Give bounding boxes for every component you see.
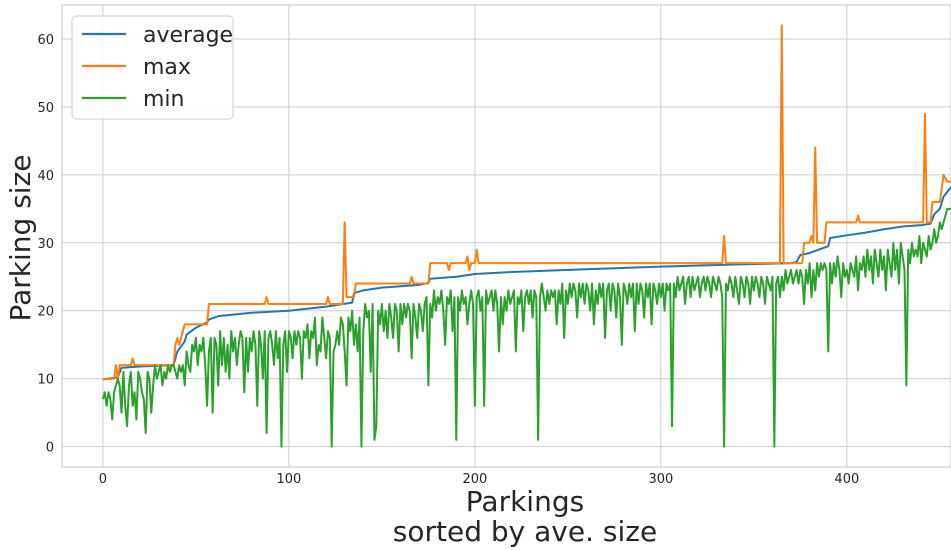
x-tick-label: 0 (99, 472, 107, 487)
series-line-average (102, 186, 951, 381)
legend-label-min: min (143, 87, 185, 112)
y-tick-label: 60 (37, 33, 54, 48)
x-axis-subtitle: sorted by ave. size (393, 515, 657, 548)
x-tick-label: 100 (276, 472, 301, 487)
x-tick-label: 400 (834, 472, 859, 487)
x-tick-labels: 0 100 200 300 400 (99, 472, 859, 487)
series-line-min (101, 207, 951, 448)
series-layer (101, 24, 951, 448)
legend-label-max: max (143, 55, 191, 80)
y-tick-label: 0 (46, 441, 54, 456)
legend-label-average: average (143, 23, 233, 48)
y-tick-labels: 0 10 20 30 40 50 60 (37, 33, 54, 456)
x-tick-label: 200 (462, 472, 487, 487)
y-axis-title: Parking size (4, 154, 37, 321)
plot-frame (61, 4, 951, 468)
grid (62, 5, 951, 467)
legend-box (71, 15, 234, 120)
y-tick-label: 10 (37, 373, 54, 388)
series-line-max (102, 24, 951, 381)
y-tick-label: 50 (37, 101, 54, 116)
x-axis-title: Parkings (466, 485, 584, 518)
legend: average max min (71, 15, 234, 120)
y-tick-label: 20 (37, 305, 54, 320)
x-tick-label: 300 (648, 472, 673, 487)
y-tick-label: 40 (37, 169, 54, 184)
y-tick-label: 30 (37, 237, 54, 252)
